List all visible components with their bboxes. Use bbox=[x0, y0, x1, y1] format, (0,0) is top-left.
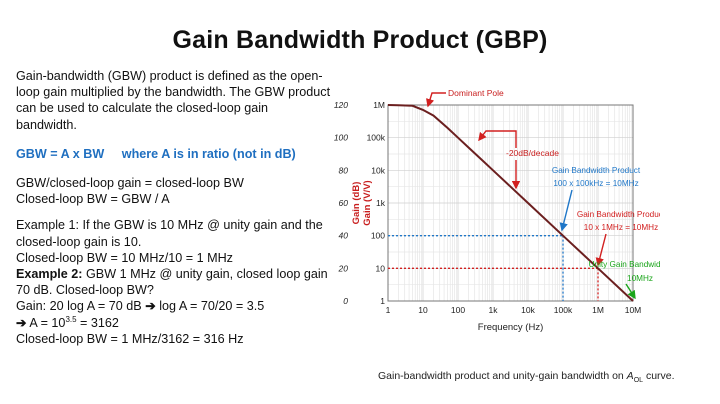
example-2-result: Closed-loop BW = 1 MHz/3162 = 316 Hz bbox=[16, 331, 244, 346]
gbp-blue-arrow bbox=[559, 189, 573, 232]
log-equation: log A = 70/20 = 3.5 bbox=[155, 299, 265, 314]
gbw-formula: GBW = A x BW where A is in ratio (not in… bbox=[16, 146, 296, 161]
example-1-text: Example 1: If the GBW is 10 MHz @ unity … bbox=[16, 218, 323, 249]
unity-gain-value: 10MHz bbox=[627, 274, 653, 283]
intro-paragraph: Gain-bandwidth (GBW) product is defined … bbox=[16, 69, 331, 132]
y-left-tick-label: 0 bbox=[343, 296, 348, 306]
gbp-blue-label: Gain Bandwidth Product bbox=[552, 166, 641, 175]
arrow-icon: ➔ bbox=[145, 299, 156, 314]
y-left-tick-label: 20 bbox=[338, 263, 349, 273]
gbp-blue-equation: 100 x 100kHz = 10MHz bbox=[553, 179, 638, 188]
example-1-result: Closed-loop BW = 10 MHz/10 = 1 MHz bbox=[16, 250, 233, 265]
x-tick-label: 100 bbox=[451, 305, 465, 315]
x-tick-label: 10M bbox=[625, 305, 642, 315]
unity-gain-arrow bbox=[625, 283, 636, 300]
arrow-icon: ➔ bbox=[16, 315, 27, 330]
gain-frequency-chart: 1 10 100 1k 10k 100k 1M 10M 0 20 40 60 80 100 120 1 10 10… bbox=[334, 88, 660, 333]
y-right-tick-label: 10k bbox=[371, 165, 385, 175]
gbp-red-equation: 10 x 1MHz = 10MHz bbox=[584, 223, 658, 232]
chart-caption: Gain-bandwidth product and unity-gain ba… bbox=[378, 370, 675, 384]
y-right-axis-label: Gain (V/V) bbox=[362, 180, 373, 225]
y-left-tick-label: 120 bbox=[334, 100, 348, 110]
y-right-tick-label: 10 bbox=[376, 263, 386, 273]
example-2-question: GBW 1 MHz @ unity gain, closed loop gain… bbox=[16, 267, 328, 298]
example-2-a-line: ➔ A = 103.5 = 3162 bbox=[16, 315, 331, 331]
y-right-tick-label: 1 bbox=[380, 296, 385, 306]
rule-line-2: Closed-loop BW = GBW / A bbox=[16, 192, 170, 207]
x-tick-label: 100k bbox=[554, 305, 573, 315]
unity-gain-label: Unity Gain Bandwidth bbox=[589, 260, 660, 269]
dominant-pole-arrow bbox=[426, 92, 446, 108]
x-tick-label: 1M bbox=[592, 305, 604, 315]
y-right-tick-label: 100k bbox=[367, 133, 386, 143]
x-tick-label: 10k bbox=[521, 305, 535, 315]
y-right-tick-label: 100 bbox=[371, 231, 385, 241]
y-right-tick-label: 1k bbox=[376, 198, 386, 208]
slope-label: -20dB/decade bbox=[506, 148, 559, 158]
dominant-pole-label: Dominant Pole bbox=[448, 88, 504, 98]
plot-frame bbox=[387, 104, 634, 302]
x-tick-label: 10 bbox=[418, 305, 428, 315]
caption-sub: OL bbox=[633, 377, 644, 385]
page-title: Gain Bandwidth Product (GBP) bbox=[172, 26, 548, 54]
a-suffix: = 3162 bbox=[76, 315, 119, 330]
gbp-red-label: Gain Bandwidth Product bbox=[577, 210, 660, 219]
y-left-tick-label: 60 bbox=[339, 198, 349, 208]
caption-text: Gain-bandwidth product and unity-gain ba… bbox=[378, 370, 627, 382]
example-2-gain-line: Gain: 20 log A = 70 dB ➔ log A = 70/20 =… bbox=[16, 298, 331, 314]
rule-line-1: GBW/closed-loop gain = closed-loop BW bbox=[16, 176, 244, 191]
y-right-tick-label: 1M bbox=[373, 100, 385, 110]
slope-arrow-left bbox=[478, 130, 517, 148]
example-2-text: Example 2: GBW 1 MHz @ unity gain, close… bbox=[16, 266, 331, 298]
explanation-text: Gain-bandwidth (GBW) product is defined … bbox=[16, 68, 331, 347]
x-tick-label: 1k bbox=[489, 305, 499, 315]
y-left-axis-label: Gain (dB) bbox=[351, 182, 362, 225]
gbp-red-arrow bbox=[595, 233, 607, 267]
x-axis-label: Frequency (Hz) bbox=[478, 322, 543, 333]
gain-equation: Gain: 20 log A = 70 dB bbox=[16, 299, 146, 314]
caption-a: A bbox=[626, 370, 634, 382]
y-left-tick-label: 80 bbox=[339, 165, 349, 175]
a-exponent: 3.5 bbox=[65, 314, 77, 324]
example-2-label: Example 2: bbox=[16, 267, 83, 282]
caption-suffix: curve. bbox=[643, 370, 675, 382]
open-loop-gain-curve bbox=[387, 104, 634, 302]
a-prefix: A = 10 bbox=[26, 315, 66, 330]
x-tick-label: 1 bbox=[386, 305, 391, 315]
y-left-tick-label: 40 bbox=[339, 231, 349, 241]
y-left-tick-label: 100 bbox=[334, 133, 348, 143]
